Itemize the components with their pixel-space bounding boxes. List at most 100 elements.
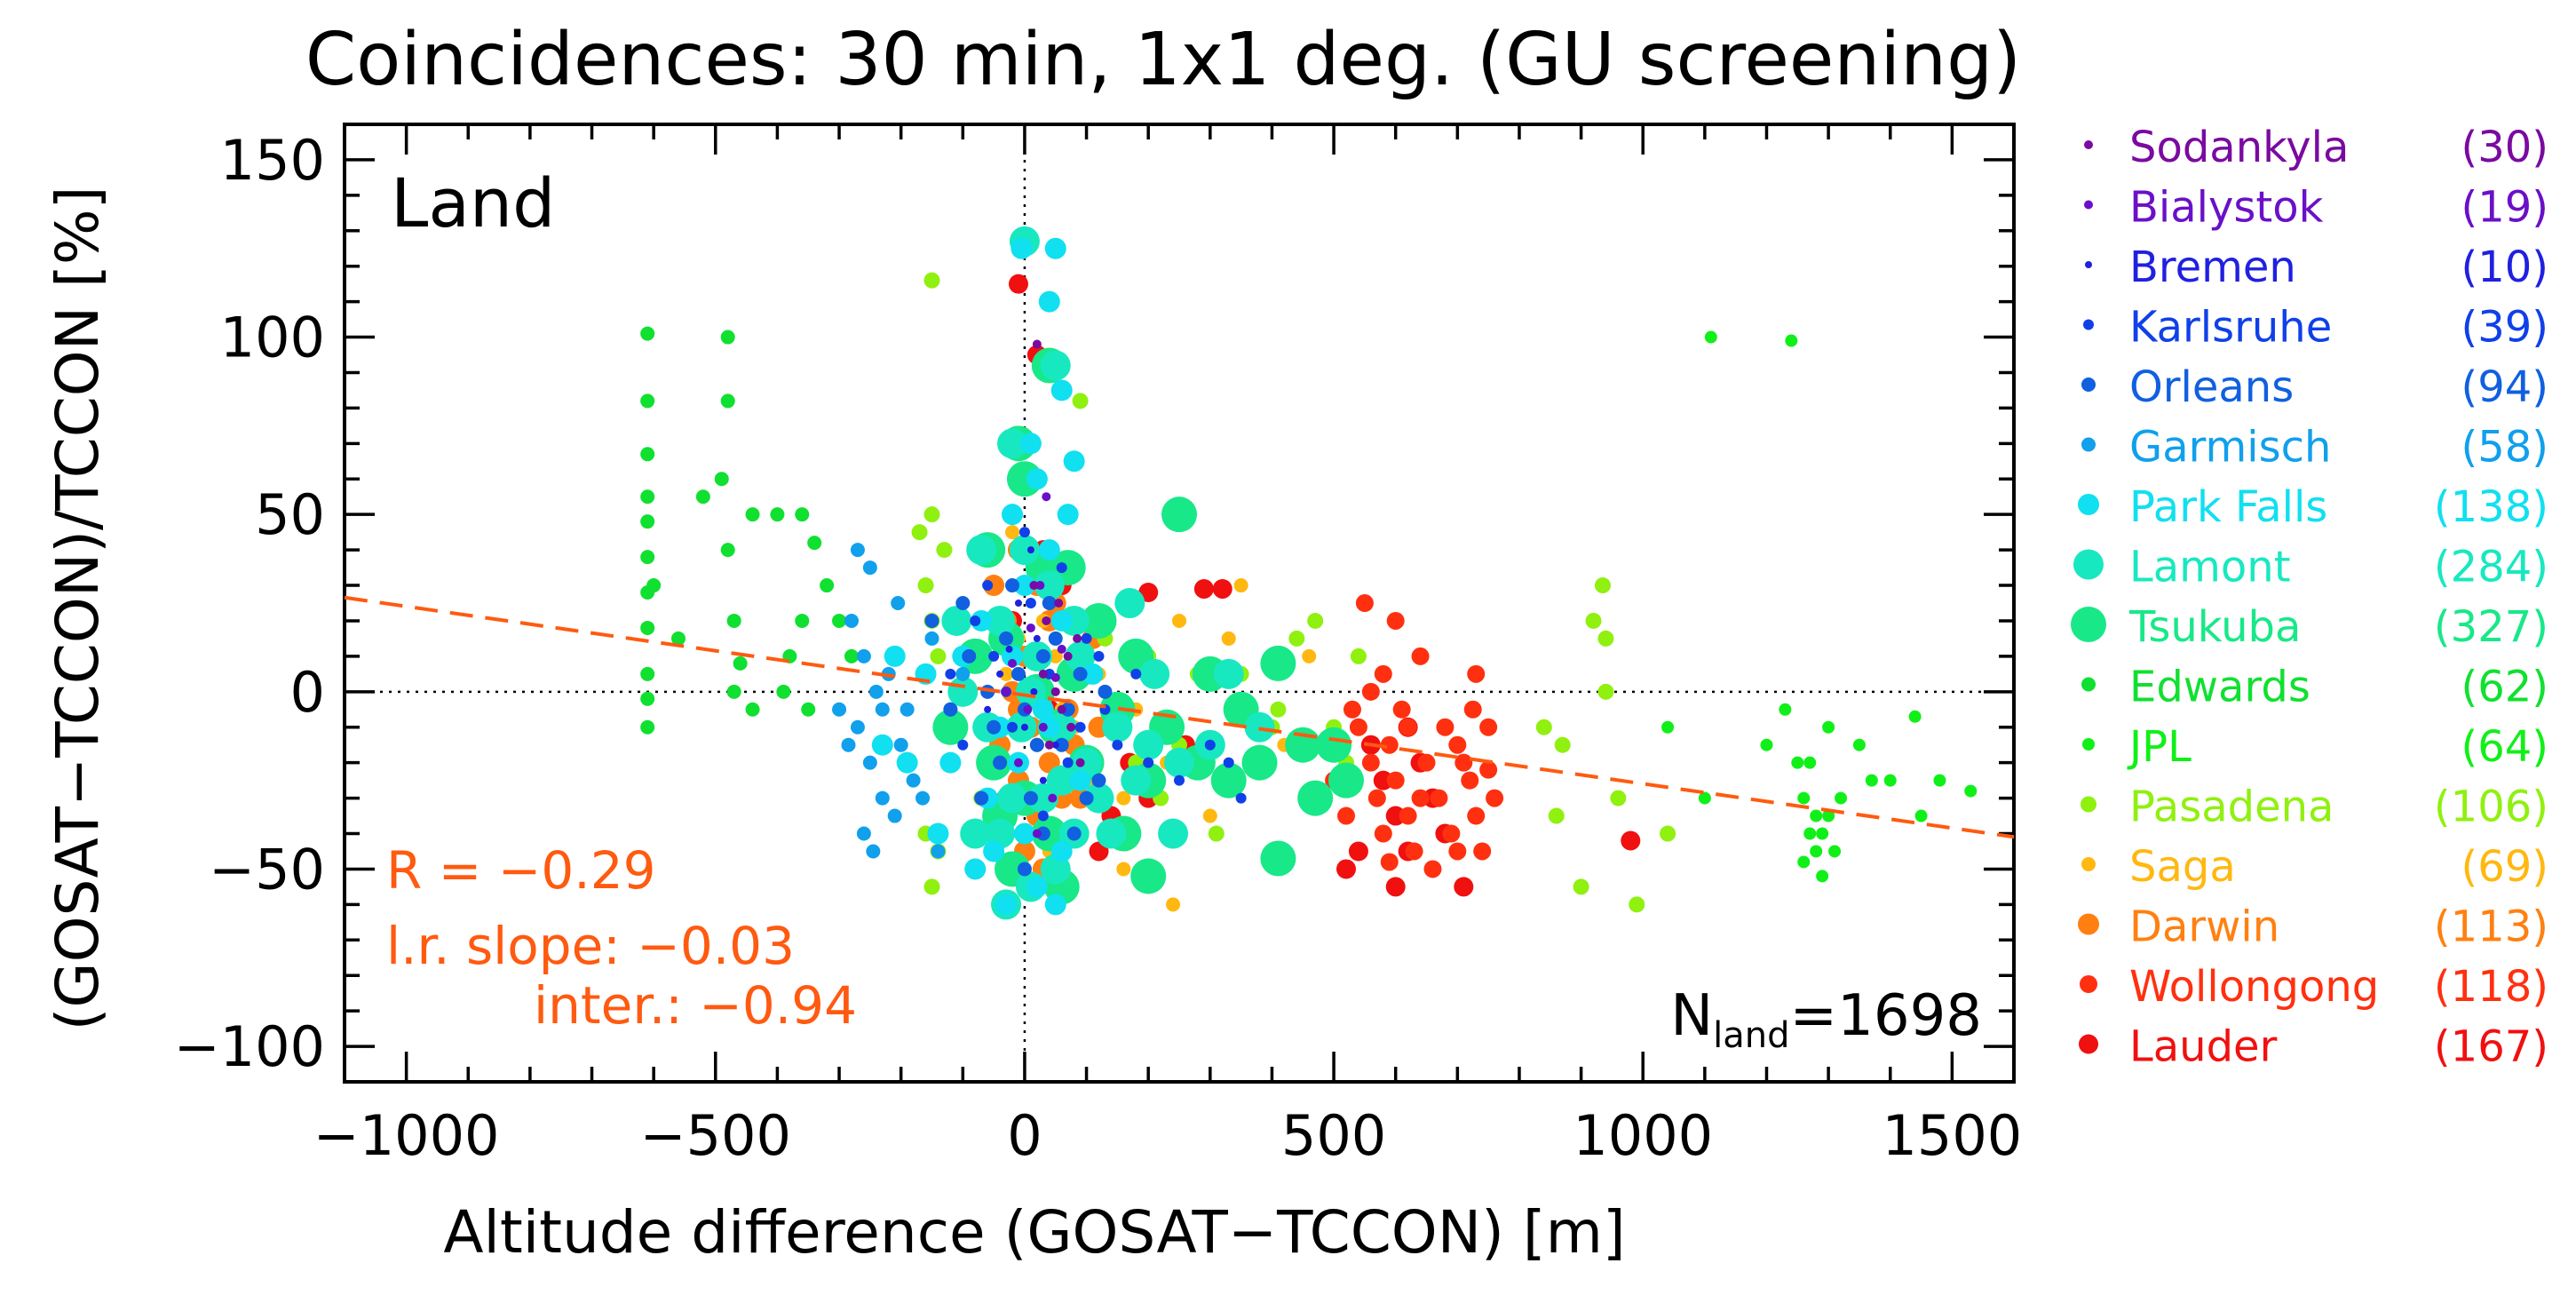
data-point bbox=[640, 620, 655, 635]
data-point bbox=[1098, 684, 1113, 699]
data-point bbox=[1621, 830, 1641, 851]
data-point bbox=[955, 666, 971, 681]
data-point bbox=[841, 737, 856, 752]
data-point bbox=[924, 613, 939, 628]
data-point bbox=[1030, 687, 1038, 695]
data-point bbox=[640, 666, 655, 681]
data-point bbox=[996, 670, 1004, 678]
legend: Sodankyla (30) Bialystok (19) Bremen (10) Karl… bbox=[2071, 123, 2548, 1072]
data-point bbox=[1822, 720, 1835, 734]
data-point bbox=[1069, 769, 1091, 791]
data-point bbox=[1270, 701, 1287, 718]
data-point bbox=[1348, 841, 1368, 862]
data-point bbox=[985, 605, 1016, 636]
data-point bbox=[1367, 789, 1386, 807]
data-point bbox=[1013, 575, 1035, 597]
data-point bbox=[955, 596, 971, 610]
data-point bbox=[1050, 687, 1060, 696]
legend-entry-darwin: Darwin (113) bbox=[2078, 902, 2548, 952]
data-point bbox=[1307, 612, 1324, 629]
data-point bbox=[1102, 711, 1133, 743]
data-point bbox=[1038, 722, 1048, 732]
data-point bbox=[1661, 720, 1675, 734]
legend-name: Edwards bbox=[2129, 663, 2310, 712]
data-point bbox=[1026, 876, 1048, 898]
data-point bbox=[1816, 870, 1829, 883]
data-point bbox=[1009, 535, 1040, 566]
y-tick-label: 100 bbox=[220, 306, 325, 370]
data-point bbox=[1328, 762, 1364, 798]
data-point bbox=[640, 326, 655, 341]
data-point bbox=[795, 507, 810, 522]
legend-name: Wollongong bbox=[2129, 962, 2379, 1012]
data-point bbox=[1479, 760, 1498, 779]
legend-name: Bremen bbox=[2129, 242, 2296, 292]
data-point bbox=[640, 719, 655, 735]
data-point bbox=[1260, 645, 1296, 681]
data-point bbox=[1023, 791, 1038, 806]
data-points bbox=[640, 226, 1978, 920]
data-point bbox=[1760, 738, 1773, 751]
data-point bbox=[1629, 896, 1645, 913]
data-point bbox=[850, 719, 865, 735]
data-point bbox=[1417, 753, 1436, 772]
data-point bbox=[646, 578, 662, 593]
y-tick-label: 50 bbox=[255, 482, 325, 547]
data-point bbox=[1791, 756, 1804, 769]
data-point bbox=[987, 719, 1002, 735]
data-point bbox=[1048, 631, 1063, 646]
data-point bbox=[1385, 806, 1406, 826]
data-point bbox=[1040, 350, 1071, 381]
data-point bbox=[1048, 793, 1058, 803]
axes bbox=[343, 123, 2016, 1084]
legend-entry-park-falls: Park Falls (138) bbox=[2078, 482, 2548, 532]
data-point bbox=[1660, 825, 1676, 842]
data-point bbox=[1355, 594, 1374, 612]
x-axis-label: Altitude difference (GOSAT−TCCON) [m] bbox=[443, 1198, 1625, 1267]
legend-entry-edwards: Edwards (62) bbox=[2081, 663, 2548, 712]
data-point bbox=[1029, 581, 1039, 591]
legend-entry-sodankyla: Sodankyla (30) bbox=[2084, 123, 2548, 172]
data-point bbox=[1914, 809, 1928, 822]
data-point bbox=[896, 751, 918, 774]
legend-name: Karlsruhe bbox=[2129, 303, 2332, 353]
data-point bbox=[1554, 736, 1571, 753]
legend-entry-jpl: JPL (64) bbox=[2082, 722, 2548, 772]
legend-marker bbox=[2084, 140, 2093, 149]
data-point bbox=[911, 524, 928, 541]
legend-marker bbox=[2078, 494, 2099, 515]
data-point bbox=[1463, 700, 1482, 719]
data-point bbox=[1361, 682, 1380, 701]
data-point bbox=[960, 818, 991, 849]
data-point bbox=[720, 393, 735, 409]
data-point bbox=[1044, 740, 1054, 750]
data-point bbox=[1202, 808, 1217, 823]
data-point bbox=[1797, 791, 1811, 805]
data-point bbox=[1050, 379, 1073, 401]
data-point bbox=[1436, 718, 1454, 736]
data-point bbox=[1448, 735, 1467, 754]
data-point bbox=[1130, 668, 1142, 679]
data-point bbox=[1174, 775, 1185, 786]
legend-count: (69) bbox=[2461, 842, 2548, 892]
data-point bbox=[1448, 842, 1467, 861]
data-point bbox=[1361, 753, 1380, 772]
legend-count: (113) bbox=[2434, 902, 2548, 952]
legend-count: (39) bbox=[2461, 303, 2548, 353]
data-point bbox=[1399, 806, 1417, 825]
legend-marker bbox=[2071, 607, 2106, 642]
data-point bbox=[924, 631, 939, 646]
data-point bbox=[640, 514, 655, 529]
data-point bbox=[745, 702, 760, 717]
data-point bbox=[1093, 650, 1105, 662]
legend-entry-garmisch: Garmisch (58) bbox=[2081, 423, 2548, 473]
legend-count: (19) bbox=[2461, 183, 2548, 233]
data-point bbox=[1011, 666, 1026, 681]
x-tick-label: 0 bbox=[1007, 1103, 1042, 1168]
data-point bbox=[1454, 753, 1473, 772]
data-point bbox=[1221, 631, 1236, 646]
legend-count: (64) bbox=[2461, 722, 2548, 772]
data-point bbox=[1082, 663, 1104, 685]
data-point bbox=[995, 894, 1018, 916]
